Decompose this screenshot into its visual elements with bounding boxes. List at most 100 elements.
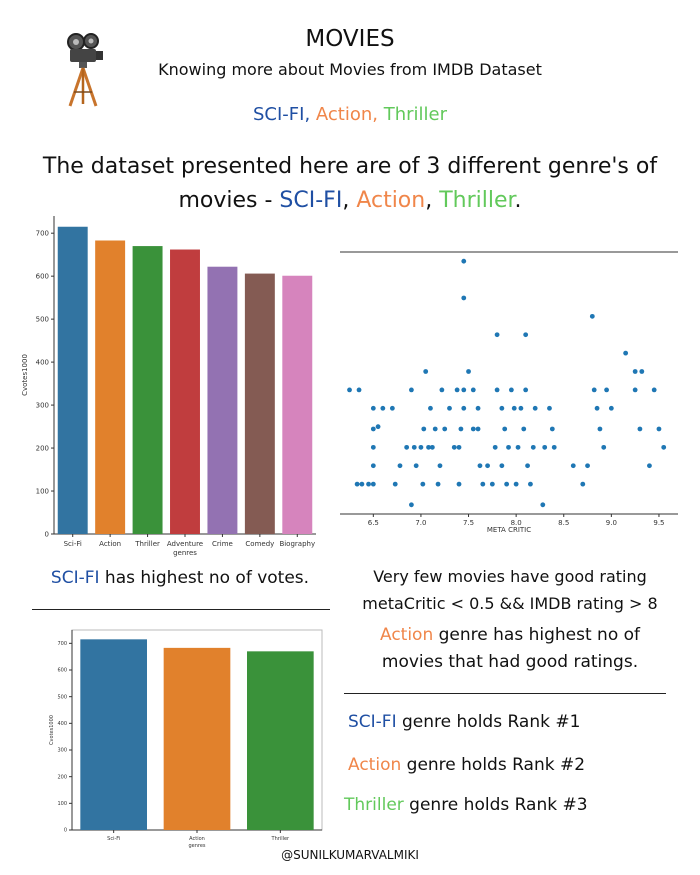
scatter-point	[647, 463, 652, 469]
scatter-point	[540, 502, 546, 508]
scatter-point	[404, 444, 410, 450]
scatter-point	[499, 463, 505, 469]
page-title: MOVIES	[305, 26, 395, 52]
genre-scifi: SCI-FI	[348, 712, 397, 732]
scatter-point	[370, 444, 376, 450]
scatter-point	[570, 463, 576, 469]
y-tick-label: 0	[64, 828, 67, 834]
x-axis-label: genres	[173, 549, 197, 557]
scatter-point	[461, 258, 467, 264]
scatter-point	[477, 463, 483, 469]
scatter-point	[389, 405, 395, 411]
scatter-point	[661, 444, 667, 450]
scatter-point	[356, 387, 362, 393]
y-tick-label: 600	[57, 668, 67, 674]
scatter-point	[428, 405, 433, 411]
y-tick-label: 200	[57, 774, 67, 780]
y-tick-label: 200	[36, 444, 49, 452]
bar	[132, 246, 163, 534]
scatter-point	[518, 405, 524, 411]
scatter-point	[508, 387, 514, 393]
scatter-point	[437, 463, 443, 469]
scatter-point	[429, 444, 435, 450]
y-tick-label: 500	[36, 315, 49, 323]
scatter-point	[594, 405, 600, 411]
bar	[244, 273, 275, 534]
genre-scifi: SCI-FI	[279, 188, 343, 213]
action-note: Action genre has highest no of movies th…	[340, 622, 680, 676]
scatter-point	[494, 387, 500, 393]
metacritic-scatter-chart: 6.5 7.0 7.5 8.0 8.5 9.0 9.5 META CRITIC	[340, 251, 678, 532]
votes-note-text: has highest no of votes.	[99, 568, 310, 588]
scatter-point	[499, 405, 505, 411]
bar	[170, 249, 200, 534]
scatter-point	[370, 426, 376, 432]
scatter-point	[513, 481, 519, 487]
action-note-text: genre has highest no of	[433, 625, 641, 645]
scatter-point	[521, 426, 527, 432]
y-tick-label: 700	[57, 641, 67, 647]
scatter-point	[637, 426, 643, 432]
scatter-point	[397, 463, 403, 469]
y-tick-label: 500	[57, 694, 67, 700]
scatter-point	[418, 444, 424, 450]
action-note-line-2: movies that had good ratings.	[381, 652, 639, 672]
scatter-point	[494, 332, 500, 338]
genre-action: Action	[356, 188, 426, 213]
genre-thriller: Thriller	[344, 795, 404, 815]
scatter-point	[492, 444, 498, 450]
scatter-point	[470, 426, 476, 432]
scatter-point	[439, 387, 445, 393]
action-note-line-1: Action genre has highest no of	[340, 622, 680, 649]
bar	[95, 240, 126, 534]
genre-thriller: Thriller	[383, 104, 448, 125]
scatter-point	[370, 405, 376, 411]
x-tick-label: 9.5	[653, 519, 664, 527]
scatter-point	[451, 444, 457, 450]
scatter-point	[421, 426, 427, 432]
genre-sep: ,	[304, 104, 316, 125]
scatter-point	[632, 369, 638, 374]
scatter-point	[547, 405, 552, 411]
y-tick-label: 400	[36, 358, 49, 366]
scatter-point	[461, 405, 467, 411]
y-tick-label: 300	[57, 748, 67, 754]
scatter-point	[485, 463, 490, 469]
rating-note: Very few movies have good rating metaCri…	[340, 563, 680, 617]
genre-line: SCI-FI, Action, Thriller	[0, 104, 700, 125]
scatter-point	[426, 444, 431, 450]
scatter-point	[601, 444, 607, 450]
scatter-point	[608, 405, 614, 411]
y-tick-label: 0	[45, 530, 49, 538]
rank-3-note: Thriller genre holds Rank #3	[344, 792, 588, 819]
scatter-point	[591, 387, 597, 393]
top3-bar-chart: 0 100 200 300 400 500 600 700 Sci-Fi Action Thrill…	[49, 629, 323, 848]
divider	[344, 693, 666, 694]
y-tick-label: 600	[36, 272, 49, 280]
bar	[163, 647, 231, 830]
scatter-point	[354, 481, 360, 487]
genre-sep: ,	[425, 188, 440, 213]
bar	[247, 651, 314, 830]
scatter-point	[392, 481, 398, 487]
scatter-point	[511, 405, 517, 411]
x-tick-label: 6.5	[368, 519, 379, 527]
scatter-point	[515, 444, 521, 450]
scatter-point	[639, 369, 645, 374]
x-tick-label: Biography	[279, 540, 315, 548]
x-axis-label: genres	[188, 843, 205, 848]
x-tick-label: Thriller	[271, 836, 291, 842]
y-tick-label: 100	[36, 487, 49, 495]
genre-action: Action	[379, 625, 434, 645]
scatter-point	[656, 426, 662, 432]
scatter-point	[456, 481, 462, 487]
scatter-point	[530, 444, 536, 450]
scatter-point	[475, 405, 481, 411]
scatter-point	[442, 426, 448, 432]
scatter-point	[420, 481, 426, 487]
x-tick-label: Thriller	[134, 540, 160, 548]
rank-1-note: SCI-FI genre holds Rank #1	[348, 709, 580, 736]
y-tick-label: 400	[57, 721, 67, 727]
rating-note-line-2: metaCritic < 0.5 && IMDB rating > 8	[362, 594, 658, 613]
scatter-point	[461, 387, 467, 393]
